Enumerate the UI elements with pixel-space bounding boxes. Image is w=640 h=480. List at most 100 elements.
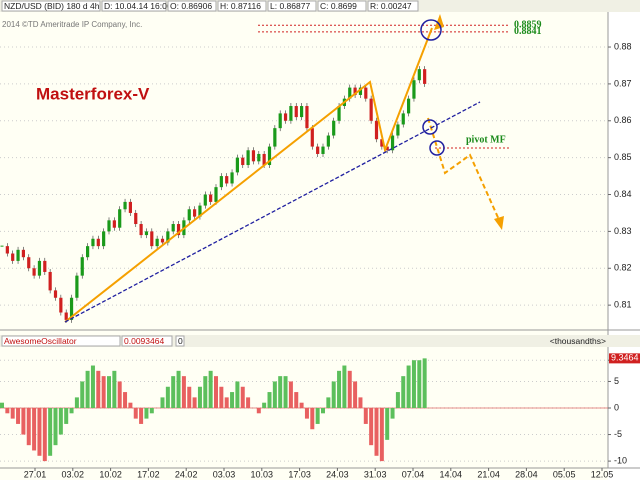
oscillator-bar <box>133 408 138 419</box>
oscillator-bar <box>90 365 95 408</box>
copyright: 2014 ©TD Ameritrade IP Company, Inc. <box>2 20 142 29</box>
toolbar-text: O: 0.86906 <box>170 1 212 11</box>
candle <box>160 238 165 243</box>
forecast-line <box>427 117 501 223</box>
candle <box>75 275 79 298</box>
oscillator-bar <box>342 365 347 408</box>
candle <box>321 146 325 154</box>
candle <box>5 246 9 254</box>
marker-circle <box>429 140 445 156</box>
x-tick-label: 27.01 <box>24 469 47 479</box>
candle <box>412 80 416 99</box>
oscillator-bar <box>267 392 272 408</box>
candle <box>369 98 373 121</box>
oscillator-bar <box>235 381 240 408</box>
oscillator-current: 0.0093464 <box>124 336 164 346</box>
oscillator-bar <box>288 381 293 408</box>
toolbar-cell <box>101 0 167 12</box>
oscillator-cell <box>175 335 185 347</box>
oscillator-bar <box>96 370 101 408</box>
candle <box>21 249 25 258</box>
toolbar-text: NZD/USD (BID) 180 d 4h <box>4 1 100 11</box>
candle <box>37 260 42 276</box>
candle <box>332 120 336 136</box>
oscillator-bar <box>363 408 368 424</box>
y-tick-label: 0.88 <box>614 41 632 51</box>
candle <box>219 176 223 188</box>
toolbar-cell <box>167 0 217 12</box>
oscillator-bar <box>64 408 69 424</box>
candle <box>171 224 175 232</box>
oscillator-bar <box>10 408 15 419</box>
oscillator-bar <box>299 402 304 408</box>
candle <box>380 139 384 147</box>
toolbar-text: L: 0.86877 <box>270 1 310 11</box>
level-label: 0.8859 <box>514 20 542 31</box>
oscillator-bar <box>417 360 422 408</box>
candle <box>225 176 229 184</box>
candle <box>262 153 266 166</box>
x-tick-label: 03.02 <box>62 469 85 479</box>
oscillator-bar <box>304 408 309 419</box>
candle <box>198 205 202 217</box>
x-tick-label: 10.03 <box>251 469 274 479</box>
candle <box>86 246 90 258</box>
candle <box>294 106 298 118</box>
oscillator-bar <box>26 408 31 446</box>
candle <box>139 224 143 236</box>
oscillator-bar <box>128 402 133 408</box>
oscillator-bar <box>240 386 245 408</box>
oscillator-bar <box>353 381 358 408</box>
candle <box>96 238 100 247</box>
y-tick-label: 0.81 <box>614 300 632 310</box>
candle <box>364 87 368 99</box>
candle <box>176 224 181 236</box>
oscillator-bar <box>48 408 53 456</box>
oscillator-bar <box>272 381 277 408</box>
oscillator-bar <box>165 386 170 408</box>
candle <box>407 98 411 114</box>
level-label: 0.8841 <box>514 26 542 37</box>
candle <box>273 128 277 147</box>
x-tick-label: 14.04 <box>440 469 463 479</box>
candle <box>16 249 20 261</box>
candle <box>53 290 58 298</box>
oscillator-bar <box>379 408 384 462</box>
x-tick-label: 12.05 <box>591 469 614 479</box>
candle <box>305 106 309 129</box>
candle <box>230 172 234 184</box>
candle <box>385 146 389 151</box>
oscillator-shift: 0 <box>178 336 183 346</box>
candle <box>316 146 320 154</box>
candle <box>59 297 63 313</box>
candle <box>118 209 122 228</box>
candle <box>214 187 218 202</box>
y-tick-label: 0.83 <box>614 226 632 236</box>
oscillator-bar <box>256 408 261 414</box>
oscillator-bar <box>246 397 251 408</box>
oscillator-cell <box>121 335 173 347</box>
candle <box>326 135 330 147</box>
oscillator-units: <thousandths> <box>550 336 606 346</box>
oscillator-bar <box>369 408 374 446</box>
arrow-head <box>434 14 444 30</box>
marker-circle <box>422 119 438 135</box>
candle <box>112 220 116 228</box>
toolbar-cell <box>317 0 367 12</box>
oscillator-bar <box>347 370 352 408</box>
oscillator-bar <box>310 408 315 430</box>
oscillator-bar <box>187 386 192 408</box>
oscillator-bar <box>37 408 42 456</box>
candle <box>417 69 421 81</box>
oscillator-bar <box>197 386 202 408</box>
x-tick-label: 17.02 <box>137 469 160 479</box>
y-tick-label: 5 <box>614 376 619 386</box>
oscillator-cell <box>1 335 121 347</box>
oscillator-bar <box>160 397 165 408</box>
x-tick-label: 24.03 <box>326 469 349 479</box>
y-tick-label: 0.82 <box>614 263 632 273</box>
x-tick-label: 10.02 <box>99 469 122 479</box>
candle <box>107 220 111 232</box>
